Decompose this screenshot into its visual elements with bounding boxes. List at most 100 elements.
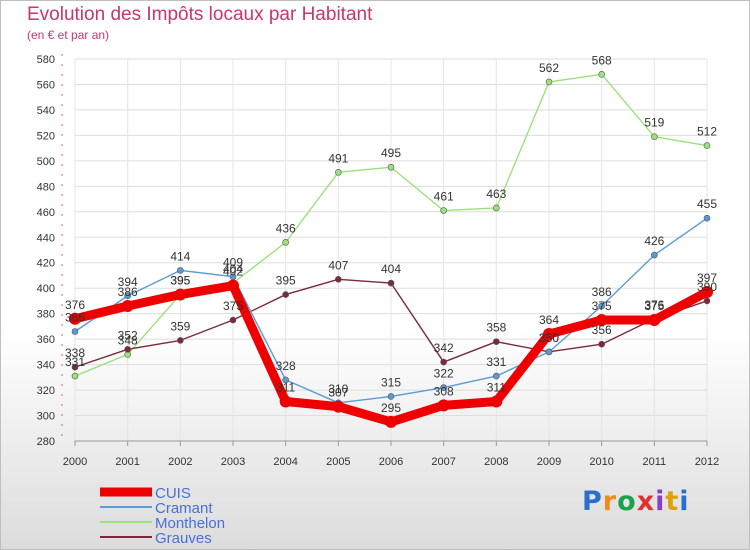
data-point-cramant	[177, 267, 184, 274]
x-tick-label: 2004	[273, 456, 297, 468]
data-label: 390	[697, 280, 717, 294]
data-label: 376	[65, 298, 85, 312]
data-point-cramant	[598, 302, 605, 310]
data-label: 409	[223, 256, 243, 270]
legend-label-grauves: Grauves	[155, 530, 212, 547]
data-label: 308	[434, 384, 454, 398]
data-label: 359	[170, 319, 190, 333]
data-label: 386	[592, 285, 612, 299]
y-tick-label: 560	[37, 79, 55, 91]
y-tick-label: 480	[37, 181, 55, 193]
logo-letter: P	[582, 486, 603, 517]
data-label: 311	[276, 381, 295, 395]
data-label: 402	[223, 265, 243, 279]
data-label: 375	[644, 299, 664, 313]
data-label: 395	[170, 274, 190, 288]
data-point-cramant	[703, 214, 711, 222]
x-tick-label: 2005	[326, 456, 350, 468]
data-label: 568	[592, 53, 612, 67]
data-point-grauves	[282, 291, 289, 298]
data-label: 311	[487, 381, 506, 395]
data-label: 395	[276, 274, 296, 288]
x-tick-label: 2011	[643, 456, 667, 468]
data-point-cuis	[701, 286, 713, 299]
data-point-monthelon	[71, 372, 79, 380]
data-point-monthelon	[598, 70, 605, 78]
data-label: 394	[118, 275, 138, 289]
data-label: 404	[223, 262, 243, 276]
x-tick-label: 2010	[589, 456, 613, 468]
data-label: 348	[118, 333, 138, 347]
chart-subtitle: (en € et par an)	[27, 28, 110, 42]
data-point-monthelon	[335, 169, 342, 176]
logo-letter: r	[602, 486, 618, 517]
data-label: 426	[644, 234, 664, 248]
y-tick-label: 540	[37, 105, 55, 117]
y-tick-label: 340	[37, 360, 55, 372]
y-tick-label: 320	[37, 385, 55, 397]
data-label: 352	[118, 328, 138, 342]
data-label: 491	[328, 151, 348, 165]
data-point-grauves	[71, 363, 79, 371]
y-tick-label: 360	[37, 334, 55, 346]
x-tick-label: 2012	[695, 456, 719, 468]
data-point-cuis	[174, 288, 187, 301]
data-point-cuis	[227, 279, 239, 292]
data-label: 461	[434, 190, 454, 204]
data-point-cramant	[440, 384, 447, 391]
data-point-monthelon	[545, 78, 553, 86]
data-point-grauves	[493, 338, 500, 345]
data-label: 455	[697, 197, 717, 211]
logo-letter: t	[665, 486, 680, 517]
y-tick-label: 440	[37, 232, 55, 244]
data-point-cramant	[124, 292, 131, 300]
data-point-monthelon	[387, 163, 395, 171]
data-label: 386	[118, 285, 138, 299]
data-point-cramant	[71, 328, 79, 335]
legend-label-monthelon: Monthelon	[155, 515, 225, 532]
x-tick-label: 2001	[115, 456, 139, 468]
data-point-cuis	[490, 395, 503, 408]
data-label: 322	[434, 367, 454, 381]
data-point-monthelon	[651, 133, 658, 140]
legend-label-cramant: Cramant	[155, 500, 213, 517]
data-point-cuis	[385, 415, 397, 428]
data-label: 414	[170, 249, 190, 263]
data-label: 342	[434, 341, 454, 355]
legend-label-cuis: CUIS	[155, 485, 191, 502]
data-label: 375	[592, 299, 612, 313]
data-point-monthelon	[440, 207, 447, 214]
data-label: 395	[170, 274, 190, 288]
y-tick-label: 420	[37, 258, 55, 270]
data-label: 307	[328, 386, 348, 400]
y-tick-label: 580	[37, 54, 55, 66]
data-label: 376	[644, 298, 664, 312]
data-point-grauves	[703, 297, 711, 305]
data-point-grauves	[177, 337, 184, 344]
data-label: 350	[539, 331, 559, 345]
logo-letter: i	[655, 486, 666, 517]
data-point-cuis	[437, 399, 450, 412]
data-point-grauves	[440, 358, 447, 366]
x-tick-label: 2003	[221, 456, 245, 468]
data-label: 338	[65, 346, 85, 360]
data-label: 407	[328, 258, 348, 272]
data-label: 310	[328, 382, 348, 396]
data-point-cuis	[69, 312, 81, 325]
x-tick-label: 2006	[379, 456, 403, 468]
data-label: 436	[276, 221, 296, 235]
data-label: 397	[697, 271, 717, 285]
y-tick-label: 520	[37, 130, 55, 142]
data-label: 358	[486, 321, 506, 335]
data-label: 328	[276, 359, 296, 373]
y-tick-label: 380	[37, 309, 55, 321]
proxiti-logo: Proxiti	[582, 486, 690, 517]
y-tick-label: 500	[37, 156, 55, 168]
data-label: 512	[697, 125, 717, 139]
data-point-cuis	[648, 314, 661, 327]
series-lines	[69, 70, 713, 428]
data-point-cuis	[279, 395, 292, 408]
data-label: 366	[65, 310, 85, 324]
